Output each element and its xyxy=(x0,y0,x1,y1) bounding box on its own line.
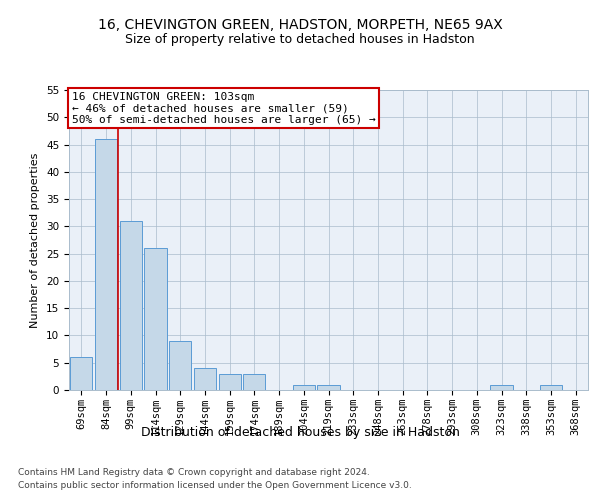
Bar xyxy=(317,384,340,390)
Bar xyxy=(145,248,167,390)
Text: Size of property relative to detached houses in Hadston: Size of property relative to detached ho… xyxy=(125,32,475,46)
Bar xyxy=(540,384,562,390)
Bar xyxy=(70,358,92,390)
Bar xyxy=(95,139,117,390)
Text: Contains public sector information licensed under the Open Government Licence v3: Contains public sector information licen… xyxy=(18,480,412,490)
Bar xyxy=(169,341,191,390)
Bar xyxy=(293,384,315,390)
Bar xyxy=(218,374,241,390)
Bar xyxy=(243,374,265,390)
Text: 16 CHEVINGTON GREEN: 103sqm
← 46% of detached houses are smaller (59)
50% of sem: 16 CHEVINGTON GREEN: 103sqm ← 46% of det… xyxy=(71,92,376,124)
Bar xyxy=(490,384,512,390)
Y-axis label: Number of detached properties: Number of detached properties xyxy=(31,152,40,328)
Text: Distribution of detached houses by size in Hadston: Distribution of detached houses by size … xyxy=(140,426,460,439)
Text: Contains HM Land Registry data © Crown copyright and database right 2024.: Contains HM Land Registry data © Crown c… xyxy=(18,468,370,477)
Bar xyxy=(194,368,216,390)
Text: 16, CHEVINGTON GREEN, HADSTON, MORPETH, NE65 9AX: 16, CHEVINGTON GREEN, HADSTON, MORPETH, … xyxy=(98,18,502,32)
Bar xyxy=(119,221,142,390)
